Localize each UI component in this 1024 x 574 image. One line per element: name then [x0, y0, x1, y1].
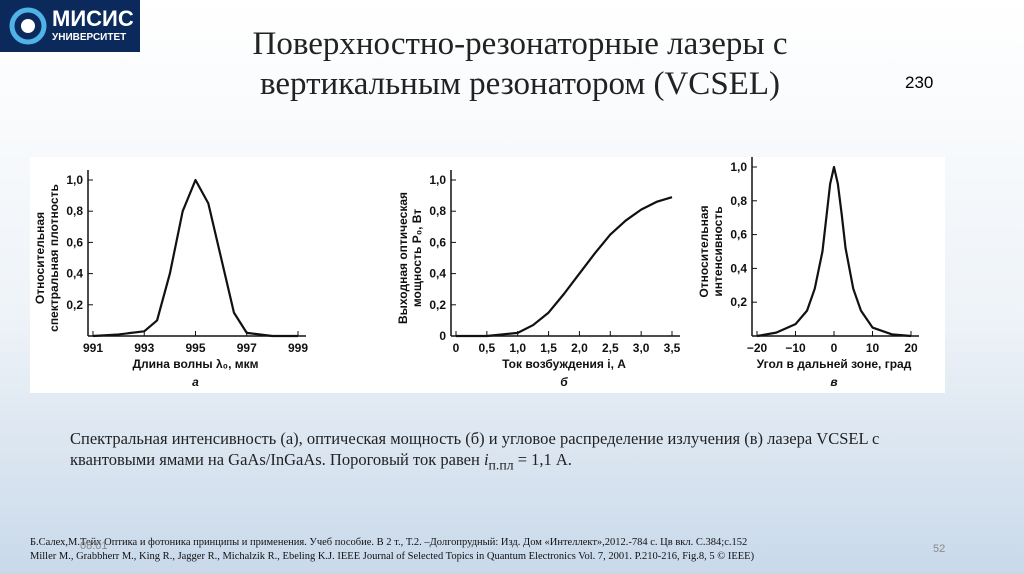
x-tick-label: 993 — [134, 341, 154, 355]
page-ref: 230 — [905, 73, 934, 92]
panel-label: б — [560, 375, 568, 389]
x-tick-label: 3,5 — [664, 341, 681, 355]
references: Б.Салех,М.Тейх Оптика и фотоника принцип… — [30, 536, 1010, 564]
y-axis-label: Относительная — [697, 205, 711, 297]
x-tick-label: −10 — [785, 341, 806, 355]
y-axis-label: Относительная — [33, 212, 47, 304]
caption-tail: = 1,1 А. — [517, 450, 572, 469]
x-tick-label: 995 — [185, 341, 205, 355]
y-tick-label: 0,2 — [429, 298, 446, 312]
curve — [92, 178, 298, 338]
x-axis-label: Ток возбуждения i, А — [502, 357, 626, 371]
caption-symbol: i — [483, 450, 489, 469]
x-tick-label: 1,0 — [509, 341, 526, 355]
y-tick-label: 0,8 — [66, 204, 83, 218]
figure-panel — [30, 157, 690, 393]
x-axis-label: Длина волны λ₀, мкм — [132, 357, 258, 371]
y-tick-label: 1,0 — [730, 160, 747, 174]
x-tick-label: 1,5 — [540, 341, 557, 355]
caption: Спектральная интенсивность (а), оптическ… — [70, 428, 900, 475]
slide-number: 52 — [933, 543, 946, 555]
x-axis-label: Угол в дальней зоне, град — [757, 357, 912, 371]
y-tick-label: 0,6 — [66, 235, 83, 249]
y-axis-label: Выходная оптическая — [396, 192, 410, 324]
y-axis-label: спектральная плотность — [47, 184, 61, 332]
y-tick-label: 0,8 — [730, 194, 747, 208]
x-tick-label: −20 — [747, 341, 768, 355]
x-tick-label: 997 — [237, 341, 257, 355]
title-line: вертикальным резонатором (VCSEL) — [260, 66, 780, 102]
y-tick-label: 0,4 — [66, 267, 83, 281]
title: Поверхностно-резонаторные лазеры с верти… — [240, 24, 800, 104]
x-tick-label: 3,0 — [633, 341, 650, 355]
logo-icon — [9, 7, 47, 45]
y-tick-label: 1,0 — [429, 173, 446, 187]
x-tick-label: 0 — [831, 341, 838, 355]
x-tick-label: 10 — [866, 341, 880, 355]
x-tick-label: 999 — [288, 341, 308, 355]
y-axis-label: мощность P₀, Вт — [410, 209, 424, 307]
logo-name: МИСИС — [52, 6, 134, 31]
y-tick-label: 0,2 — [66, 298, 83, 312]
y-tick-label: 0,8 — [429, 204, 446, 218]
x-tick-label: 2,5 — [602, 341, 619, 355]
x-tick-label: 0 — [453, 341, 460, 355]
x-tick-label: 991 — [83, 341, 103, 355]
caption-subscript: п.пл — [488, 457, 514, 473]
x-tick-label: 20 — [904, 341, 918, 355]
reference: Miller M., Grabbherr M., King R., Jagger… — [30, 551, 755, 562]
y-tick-label: 0,4 — [429, 267, 446, 281]
y-axis-label: интенсивность — [711, 206, 725, 296]
y-tick-label: 0,6 — [429, 235, 446, 249]
reference: Б.Салех,М.Тейх Оптика и фотоника принцип… — [30, 537, 748, 548]
y-tick-label: 0 — [439, 329, 446, 343]
logo: МИСИС УНИВЕРСИТЕТ — [0, 0, 140, 52]
caption-text: Спектральная интенсивность (а), оптическ… — [70, 429, 880, 469]
curve — [756, 165, 912, 338]
panel-label: в — [830, 375, 837, 389]
title-line: Поверхностно-резонаторные лазеры с — [252, 26, 788, 62]
x-tick-label: 0,5 — [479, 341, 496, 355]
y-tick-label: 1,0 — [66, 173, 83, 187]
y-tick-label: 0,6 — [730, 228, 747, 242]
curve — [456, 196, 673, 338]
date: 08.01 — [80, 540, 108, 552]
logo-subtitle: УНИВЕРСИТЕТ — [52, 32, 127, 43]
y-tick-label: 0,2 — [730, 295, 747, 309]
y-tick-label: 0,4 — [730, 261, 747, 275]
panel-label: а — [192, 375, 199, 389]
x-tick-label: 2,0 — [571, 341, 588, 355]
